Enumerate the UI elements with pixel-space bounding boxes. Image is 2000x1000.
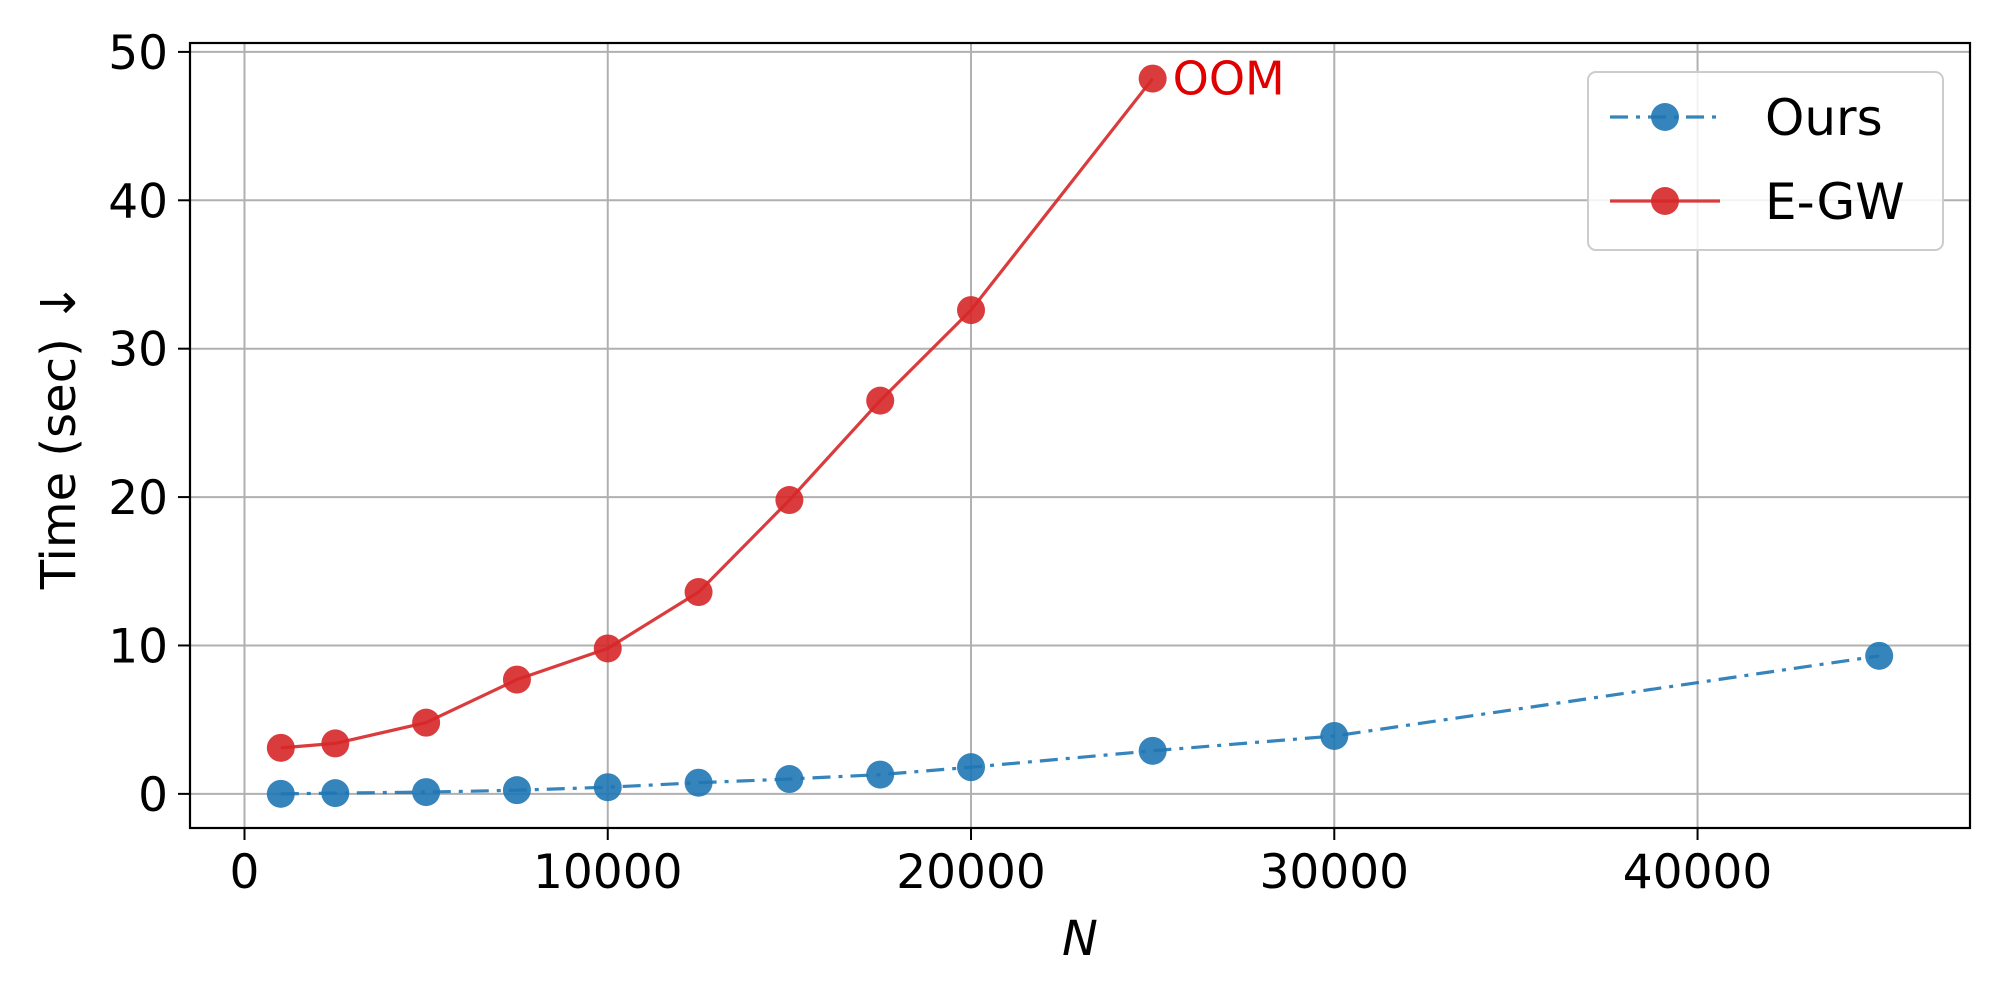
- data-point-ours: [593, 773, 622, 802]
- x-tick-label: 10000: [533, 845, 683, 900]
- data-point-e-gw: [866, 386, 895, 415]
- x-tick-label: 0: [230, 845, 260, 900]
- ticks: 0 10000 20000 30000 40000 0 10 20 30 40 50: [108, 26, 1772, 900]
- legend-marker-e-gw: [1651, 187, 1679, 215]
- y-tick-label: 0: [138, 768, 168, 823]
- legend-marker-ours: [1651, 103, 1679, 131]
- data-point-e-gw: [775, 486, 804, 515]
- annotation-layer: OOM: [1173, 52, 1285, 106]
- data-point-ours: [684, 768, 713, 797]
- data-point-ours: [1320, 721, 1349, 750]
- legend-label-e-gw: E-GW: [1765, 173, 1905, 231]
- data-point-ours: [866, 760, 895, 789]
- x-axis-label: N: [1062, 911, 1098, 967]
- series-layer: [266, 64, 1894, 808]
- data-point-e-gw: [684, 578, 713, 607]
- oom-annotation: OOM: [1173, 52, 1285, 106]
- y-tick-label: 30: [108, 323, 168, 378]
- data-point-ours: [502, 776, 531, 805]
- plot-frame: [188, 41, 1972, 830]
- data-point-ours: [775, 765, 804, 794]
- data-point-e-gw: [266, 733, 295, 762]
- y-tick-label: 50: [108, 26, 168, 81]
- data-point-e-gw: [502, 665, 531, 694]
- x-tick-label: 40000: [1623, 845, 1773, 900]
- series-line-ours: [280, 654, 1880, 796]
- data-point-e-gw: [412, 708, 441, 737]
- data-point-ours: [1865, 641, 1894, 670]
- y-tick-label: 10: [108, 619, 168, 674]
- legend: Ours E-GW: [1587, 71, 1944, 251]
- data-point-e-gw: [957, 296, 986, 325]
- legend-label-ours: Ours: [1765, 89, 1883, 147]
- x-tick-label: 30000: [1260, 845, 1410, 900]
- data-point-e-gw: [593, 634, 622, 663]
- series-e-gw: [266, 64, 1167, 762]
- data-point-ours: [412, 778, 441, 807]
- x-tick-label: 20000: [896, 845, 1046, 900]
- y-tick-label: 20: [108, 471, 168, 526]
- series-line-e-gw: [280, 77, 1154, 750]
- data-point-ours: [321, 779, 350, 808]
- y-axis-label: Time (sec) ↓: [31, 283, 87, 591]
- data-point-ours: [1138, 736, 1167, 765]
- data-point-e-gw: [1138, 64, 1167, 93]
- y-tick-label: 40: [108, 174, 168, 229]
- data-point-ours: [266, 779, 295, 808]
- data-point-ours: [957, 753, 986, 782]
- series-ours: [266, 641, 1894, 808]
- data-point-e-gw: [321, 729, 350, 758]
